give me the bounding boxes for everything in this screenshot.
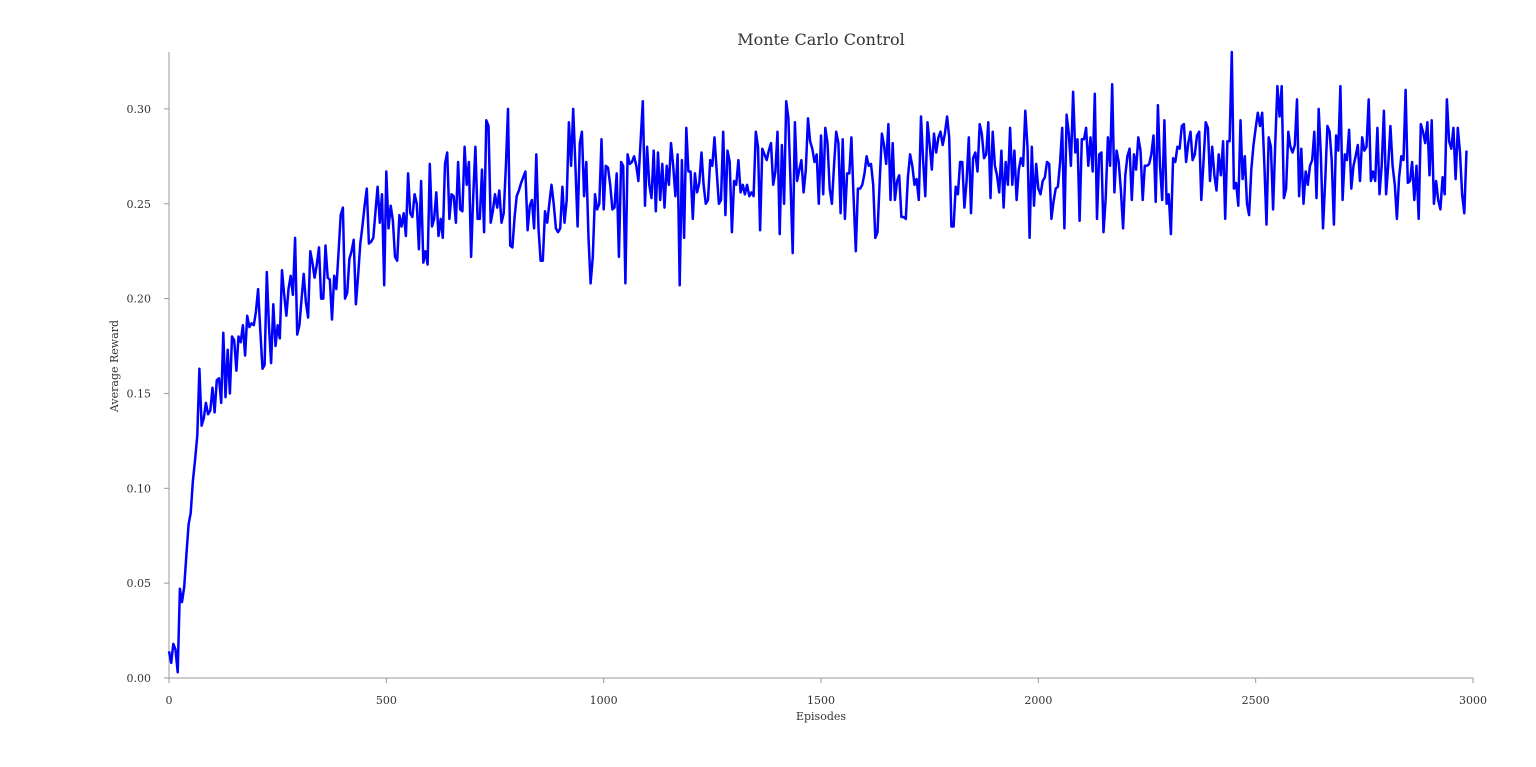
x-tick-label: 500 <box>376 694 397 707</box>
x-tick-label: 1000 <box>590 694 618 707</box>
y-tick-label: 0.05 <box>127 577 152 590</box>
y-tick-label: 0.20 <box>127 293 152 306</box>
y-tick-label: 0.00 <box>127 672 152 685</box>
y-tick-label: 0.15 <box>127 387 152 400</box>
x-tick-label: 0 <box>166 694 173 707</box>
x-axis-ticks: 0 500 1000 1500 2000 2500 3000 <box>166 678 1487 707</box>
y-axis-title: Average Reward <box>108 320 121 413</box>
chart-title: Monte Carlo Control <box>737 30 905 49</box>
y-axis-ticks: 0.00 0.05 0.10 0.15 0.20 0.25 0.30 <box>127 103 169 685</box>
y-tick-label: 0.25 <box>127 198 152 211</box>
x-tick-label: 2500 <box>1242 694 1270 707</box>
x-tick-label: 2000 <box>1024 694 1052 707</box>
y-tick-label: 0.10 <box>127 482 152 495</box>
y-tick-label: 0.30 <box>127 103 152 116</box>
x-tick-label: 3000 <box>1459 694 1487 707</box>
x-axis-title: Episodes <box>796 710 846 723</box>
x-tick-label: 1500 <box>807 694 835 707</box>
series-line <box>167 50 1468 674</box>
